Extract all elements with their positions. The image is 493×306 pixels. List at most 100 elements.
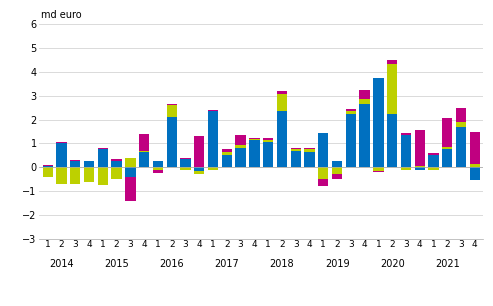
Bar [167,117,177,167]
Text: 2021: 2021 [435,259,459,269]
Bar [304,152,315,167]
Bar [263,142,273,167]
Bar [415,130,425,166]
Bar [70,160,80,161]
Bar [428,155,439,167]
Bar [125,158,136,167]
Bar [359,104,370,167]
Bar [277,111,287,167]
Bar [318,167,328,179]
Bar [456,122,466,127]
Bar [387,114,397,167]
Bar [139,152,149,167]
Bar [222,149,232,152]
Bar [42,166,53,167]
Text: 2018: 2018 [270,259,294,269]
Bar [387,60,397,64]
Bar [277,94,287,111]
Bar [263,140,273,142]
Bar [139,151,149,152]
Bar [42,165,53,166]
Legend: Fondandelar, Noterade aktier, Insättningar: Fondandelar, Noterade aktier, Insättning… [113,305,410,306]
Bar [373,78,384,167]
Bar [56,167,67,184]
Bar [428,167,439,170]
Bar [290,149,301,151]
Bar [167,105,177,117]
Bar [332,161,342,167]
Bar [290,151,301,167]
Text: 2016: 2016 [159,259,184,269]
Bar [222,152,232,155]
Bar [277,91,287,94]
Bar [290,148,301,149]
Bar [249,137,260,139]
Bar [208,111,218,167]
Bar [180,167,191,170]
Bar [318,133,328,167]
Bar [236,148,246,167]
Bar [84,167,94,181]
Bar [153,170,163,173]
Bar [470,167,480,180]
Bar [84,161,94,167]
Bar [456,108,466,122]
Bar [346,111,356,114]
Text: md euro: md euro [41,10,81,20]
Bar [42,167,53,177]
Bar [70,167,80,184]
Bar [98,148,108,149]
Bar [125,177,136,201]
Bar [456,127,466,167]
Bar [111,161,122,167]
Bar [180,159,191,167]
Bar [332,167,342,174]
Bar [346,109,356,111]
Bar [263,137,273,140]
Bar [442,147,453,149]
Bar [56,142,67,144]
Bar [194,136,205,167]
Bar [236,145,246,148]
Bar [111,159,122,161]
Bar [98,149,108,167]
Bar [222,155,232,167]
Bar [415,167,425,170]
Bar [373,167,384,171]
Bar [401,167,411,170]
Bar [70,161,80,167]
Bar [194,167,205,171]
Bar [470,164,480,167]
Bar [304,148,315,149]
Bar [470,132,480,164]
Bar [428,153,439,155]
Bar [56,144,67,167]
Bar [346,114,356,167]
Text: 2014: 2014 [49,259,74,269]
Bar [180,158,191,159]
Bar [249,139,260,140]
Bar [304,149,315,152]
Bar [442,149,453,167]
Bar [359,90,370,99]
Bar [318,179,328,186]
Text: 2019: 2019 [325,259,350,269]
Bar [208,167,218,170]
Bar [139,134,149,151]
Text: 2017: 2017 [214,259,239,269]
Bar [167,104,177,105]
Bar [236,135,246,145]
Bar [194,171,205,174]
Bar [359,99,370,104]
Bar [98,167,108,185]
Bar [332,174,342,179]
Bar [442,118,453,147]
Bar [153,167,163,170]
Bar [401,135,411,167]
Text: 2020: 2020 [380,259,405,269]
Bar [208,110,218,111]
Bar [125,167,136,177]
Bar [387,64,397,114]
Bar [415,166,425,167]
Bar [249,140,260,167]
